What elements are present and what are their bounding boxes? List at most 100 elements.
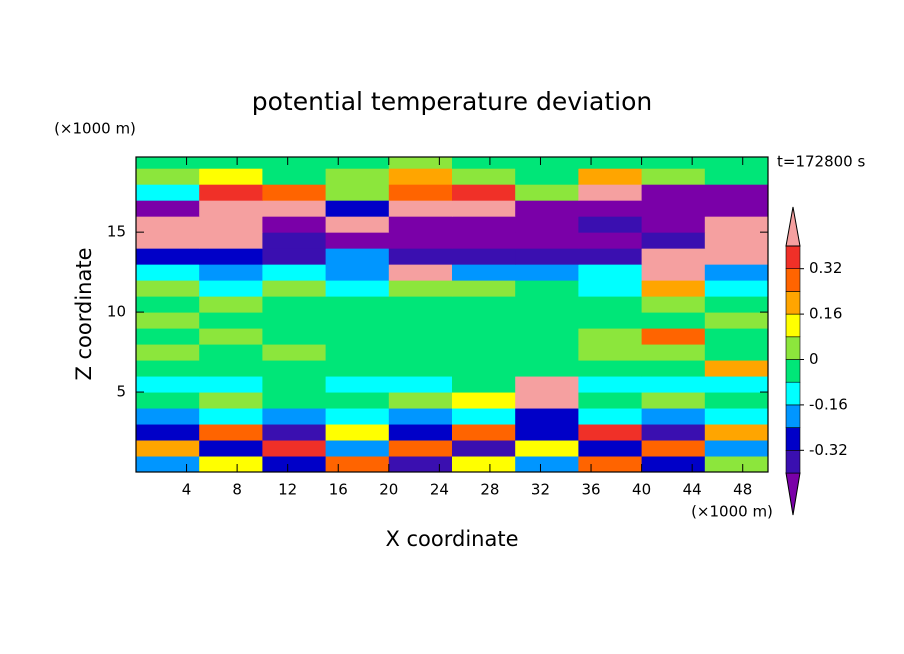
colorbar-tick-label: 0.16 xyxy=(809,305,842,323)
contour-cell xyxy=(452,232,516,249)
contour-cell xyxy=(388,328,453,345)
contour-cell xyxy=(136,456,200,472)
x-tick-label: 24 xyxy=(430,481,449,499)
contour-cell xyxy=(515,424,579,441)
contour-cell xyxy=(641,424,706,441)
contour-cell xyxy=(262,200,327,217)
contour-cell xyxy=(388,344,453,361)
contour-cell xyxy=(136,408,200,425)
contour-cell xyxy=(199,296,263,313)
contour-cell xyxy=(704,200,768,217)
contour-cell xyxy=(262,157,327,169)
contour-cell xyxy=(388,184,453,201)
x-tick-label: 48 xyxy=(733,481,752,499)
y-tick-label: 10 xyxy=(107,303,126,321)
contour-cell xyxy=(578,456,643,472)
contour-cell xyxy=(641,157,706,169)
chart-title: potential temperature deviation xyxy=(252,87,652,116)
contour-cell xyxy=(704,424,768,441)
contour-cell xyxy=(704,456,768,472)
plot-frame xyxy=(135,156,769,473)
contour-cell xyxy=(325,184,390,201)
contour-cell xyxy=(388,232,453,249)
contour-cell xyxy=(388,264,453,281)
colorbar-tick-label: 0 xyxy=(809,350,819,368)
contour-cell xyxy=(199,408,263,425)
contour-cell xyxy=(578,296,643,313)
colorbar-box xyxy=(785,268,801,292)
contour-cell xyxy=(199,456,263,472)
contour-cell xyxy=(515,344,579,361)
contour-cell xyxy=(136,312,200,329)
contour-cell xyxy=(199,424,263,441)
contour-cell xyxy=(641,168,706,185)
contour-cell xyxy=(325,456,390,472)
colorbar-tick-label: -0.32 xyxy=(809,441,848,459)
contour-cell xyxy=(704,168,768,185)
contour-cell xyxy=(325,392,390,409)
contour-cell xyxy=(388,376,453,393)
contour-cell xyxy=(704,184,768,201)
contour-cell xyxy=(325,312,390,329)
contour-cell xyxy=(704,264,768,281)
contour-cell xyxy=(515,360,579,377)
contour-cell xyxy=(578,264,643,281)
contour-cell xyxy=(136,424,200,441)
contour-cell xyxy=(704,216,768,233)
contour-cell xyxy=(262,328,327,345)
contour-cell xyxy=(704,312,768,329)
contour-cell xyxy=(578,376,643,393)
contour-cell xyxy=(262,232,327,249)
contour-cell xyxy=(515,157,579,169)
contour-cell xyxy=(136,232,200,249)
contour-cell xyxy=(199,232,263,249)
contour-cell xyxy=(136,168,200,185)
contour-cell xyxy=(199,184,263,201)
colorbar-box xyxy=(785,381,801,406)
contour-cell xyxy=(262,296,327,313)
contour-cell xyxy=(515,456,579,472)
contour-cell xyxy=(578,424,643,441)
contour-cell xyxy=(641,456,706,472)
contour-cell xyxy=(199,360,263,377)
colorbar-box xyxy=(785,427,801,451)
contour-cell xyxy=(578,157,643,169)
x-axis-label: X coordinate xyxy=(385,527,518,551)
contour-cell xyxy=(388,280,453,297)
contour-cell xyxy=(388,440,453,457)
contour-cell xyxy=(641,376,706,393)
contour-cell xyxy=(704,408,768,425)
contour-cell xyxy=(452,216,516,233)
contour-cell xyxy=(388,360,453,377)
contour-cell xyxy=(452,312,516,329)
contour-cell xyxy=(578,248,643,265)
contour-cell xyxy=(515,312,579,329)
y-tick-label: 15 xyxy=(107,223,126,241)
contour-cell xyxy=(325,280,390,297)
contour-cell xyxy=(641,280,706,297)
contour-cell xyxy=(325,157,390,169)
contour-cell xyxy=(199,440,263,457)
contour-cell xyxy=(388,157,453,169)
contour-cell xyxy=(136,392,200,409)
contour-cell xyxy=(641,184,706,201)
contour-cell xyxy=(641,312,706,329)
contour-cell xyxy=(136,280,200,297)
contour-cell xyxy=(325,168,390,185)
contour-cell xyxy=(641,296,706,313)
contour-cell xyxy=(136,344,200,361)
contour-cell xyxy=(262,440,327,457)
contour-cell xyxy=(452,157,516,169)
contour-cell xyxy=(515,216,579,233)
contour-cell xyxy=(262,376,327,393)
colorbar-tick-label: -0.16 xyxy=(809,395,848,413)
contour-cell xyxy=(641,392,706,409)
contour-cell xyxy=(704,232,768,249)
contour-cell xyxy=(388,168,453,185)
contour-cell xyxy=(136,264,200,281)
colorbar-box xyxy=(785,291,801,315)
contour-cell xyxy=(704,392,768,409)
contour-cell xyxy=(641,440,706,457)
colorbar-box xyxy=(785,404,801,428)
